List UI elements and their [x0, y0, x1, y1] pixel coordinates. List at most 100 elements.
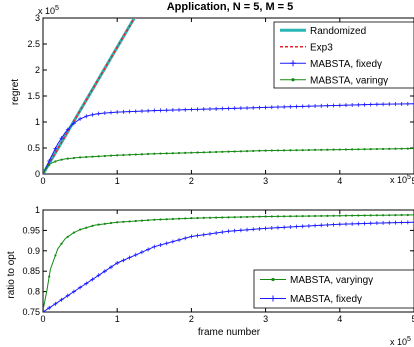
bottom-series-1-marker — [313, 223, 318, 228]
top-series-2-marker — [201, 107, 206, 112]
top-series-2-marker — [288, 104, 293, 109]
bottom-series-0-marker — [116, 221, 119, 224]
bottom-series-1-marker — [393, 220, 398, 225]
bottom-series-0-marker — [307, 214, 310, 218]
bottom-series-0-marker — [97, 223, 100, 226]
bottom-series-1-marker — [399, 220, 404, 225]
bottom-series-0-marker — [369, 214, 372, 217]
top-series-2-marker — [399, 101, 404, 106]
bottom-series-1-marker — [343, 222, 348, 227]
top-series-2-marker — [350, 103, 355, 108]
bottom-series-0-marker — [103, 222, 106, 225]
top-series-2-marker — [214, 106, 219, 111]
bottom-series-0-marker — [289, 215, 292, 218]
bottom-y-tick-label: 0.95 — [22, 225, 40, 235]
top-y-tick-label: 0.5 — [27, 143, 40, 153]
top-series-3-marker — [134, 153, 137, 156]
top-series-2-marker — [306, 104, 311, 109]
bottom-series-0-marker — [171, 217, 174, 221]
bottom-y-tick-label: 0.9 — [27, 246, 40, 256]
top-series-3-marker — [351, 148, 354, 151]
top-series-2-marker — [251, 105, 256, 110]
top-series-3-marker — [171, 152, 174, 155]
bottom-series-1-marker — [275, 225, 280, 230]
bottom-legend-marker-1 — [270, 295, 276, 302]
top-series-2-marker — [59, 136, 64, 141]
bottom-series-1-marker — [263, 226, 268, 231]
bottom-series-1-marker — [96, 273, 101, 278]
top-series-3-marker — [147, 152, 150, 156]
bottom-series-0-marker — [406, 213, 409, 217]
bottom-legend-box — [253, 269, 414, 309]
top-series-2-marker — [164, 108, 169, 113]
top-series-2-marker — [121, 109, 126, 114]
bottom-series-0-marker — [91, 224, 94, 227]
bottom-series-0-marker — [159, 218, 162, 221]
bottom-series-1-marker — [102, 269, 107, 274]
top-series-3-marker — [388, 147, 391, 150]
bottom-series-1-marker — [207, 231, 212, 236]
bottom-series-0-marker — [344, 214, 348, 217]
top-series-2-marker — [127, 109, 132, 114]
bottom-series-1-marker — [214, 230, 219, 235]
top-x-exponent: x 105 — [390, 174, 411, 185]
bottom-series-1-marker — [232, 228, 237, 233]
bottom-series-1-marker — [245, 227, 250, 232]
top-series-2-marker — [96, 111, 101, 116]
top-series-3-marker — [91, 155, 94, 158]
top-series-3-marker — [375, 147, 378, 151]
bottom-series-1-marker — [269, 226, 274, 231]
top-series-3-marker — [184, 151, 187, 154]
top-series-3-marker — [276, 149, 280, 152]
bottom-axes-frame — [42, 209, 414, 313]
top-y-tick-label: 0 — [35, 169, 40, 179]
bottom-series-1-marker — [170, 239, 175, 244]
bottom-series-0-marker — [60, 242, 63, 245]
top-chart-title: Application, N = 5, M = 5 — [167, 1, 294, 13]
top-series-2-marker — [337, 103, 342, 108]
bottom-x-tick-label: 2 — [189, 314, 194, 324]
top-legend-label-3: MABSTA, varingγ — [310, 75, 388, 86]
top-plot-area: 0 1 2 3 4 5 0 0.5 1 1.5 2 2.5 3 Randomized Exp3 MABSTA,… — [27, 13, 414, 186]
top-series-3-marker — [332, 148, 335, 151]
bottom-x-exponent: x 105 — [390, 336, 411, 347]
top-series-3-marker — [103, 154, 106, 158]
bottom-series-1-marker — [183, 236, 188, 241]
top-series-3-marker — [97, 155, 100, 158]
top-series-2-marker — [189, 107, 194, 112]
top-series-3-marker — [159, 152, 162, 155]
bottom-series-0-marker — [227, 216, 230, 219]
top-series-2-marker — [102, 110, 107, 115]
top-series-2-marker — [158, 108, 163, 113]
bottom-series-0-marker — [381, 214, 385, 217]
top-series-2-marker — [78, 116, 83, 121]
top-series-3-marker — [177, 151, 181, 155]
bottom-series-0-marker — [140, 219, 144, 222]
top-series-3-marker — [202, 151, 205, 154]
top-legend-box — [273, 21, 414, 89]
bottom-series-1-marker — [201, 232, 206, 237]
bottom-series-0-marker — [351, 214, 354, 217]
top-x-exponent-power: 5 — [407, 174, 411, 181]
bottom-plot-area: 0 1 2 3 4 5 0.75 0.8 0.85 0.9 0.95 1 MABSTA, varying… — [22, 205, 414, 324]
bottom-series-0-marker — [258, 215, 261, 218]
top-series-2-marker — [170, 108, 175, 113]
top-series-3-marker — [85, 155, 88, 159]
top-y-tick-label: 1 — [35, 117, 40, 127]
bottom-x-tick-label: 1 — [115, 314, 120, 324]
top-series-3-marker — [79, 156, 82, 159]
top-series-2-marker — [263, 105, 268, 110]
bottom-y-tick-label: 0.8 — [27, 287, 40, 297]
bottom-series-0-marker — [134, 219, 137, 223]
top-x-tick-label: 4 — [337, 176, 342, 186]
bottom-legend-label-0: MABSTA, varyingγ — [290, 275, 373, 286]
top-series-3-marker — [196, 151, 199, 154]
top-series-3-marker — [221, 150, 224, 153]
bottom-series-0-marker — [375, 214, 378, 217]
bottom-series-0-marker — [85, 226, 88, 229]
bottom-series-1-marker — [84, 281, 89, 286]
top-series-3-marker — [153, 152, 156, 155]
top-series-3-marker — [363, 148, 366, 151]
bottom-series-1-marker — [368, 221, 373, 226]
top-y-tick-label: 2 — [35, 65, 40, 75]
